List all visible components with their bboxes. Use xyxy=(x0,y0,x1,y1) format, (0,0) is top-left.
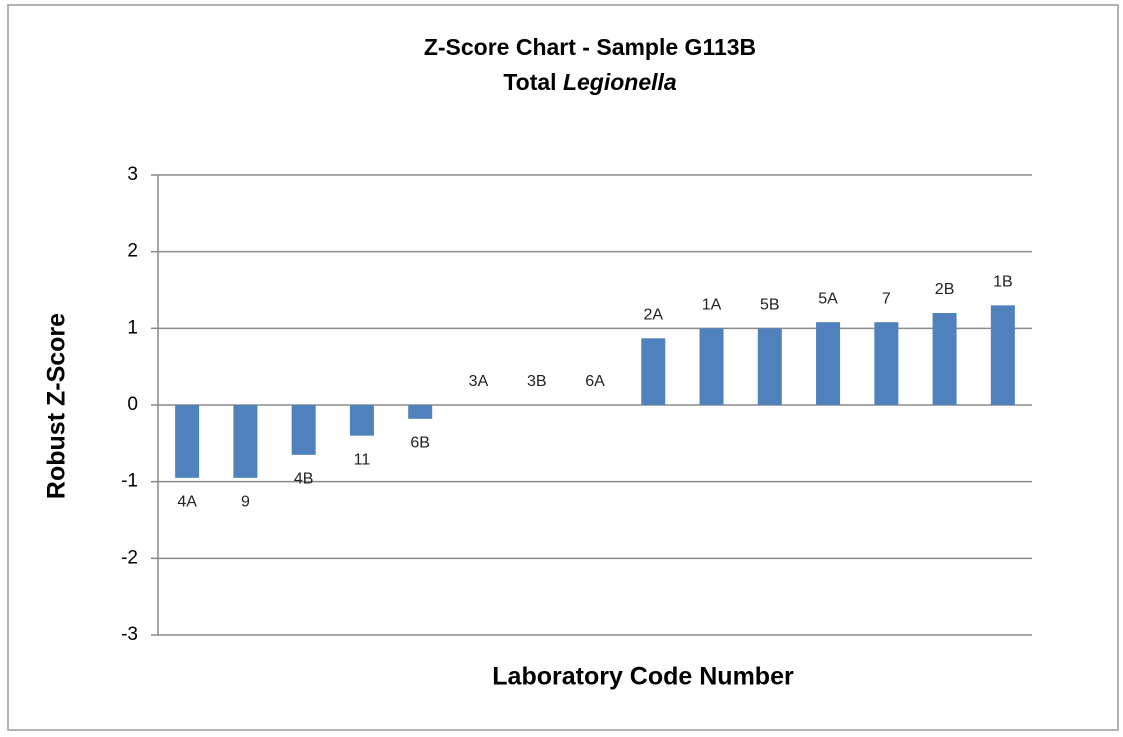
bar-category-label: 4A xyxy=(177,494,197,511)
bar-category-label: 5A xyxy=(818,290,838,307)
bar-category-label: 7 xyxy=(882,290,891,307)
y-tick-label: -2 xyxy=(121,547,138,568)
y-tick-label: 0 xyxy=(127,394,138,415)
bar xyxy=(874,322,899,405)
bar xyxy=(757,328,782,405)
bar-category-label: 4B xyxy=(294,471,314,488)
y-tick-label: -1 xyxy=(121,471,138,492)
bar-category-label: 1B xyxy=(993,274,1013,291)
bar xyxy=(408,405,433,419)
bar xyxy=(175,405,200,478)
bar xyxy=(641,338,666,405)
bar-category-label: 11 xyxy=(354,451,371,468)
chart-subtitle: Total Legionella xyxy=(503,69,677,95)
bar-category-label: 9 xyxy=(241,494,250,511)
bar xyxy=(233,405,258,478)
y-tick-label: 1 xyxy=(127,317,138,338)
x-axis-title: Laboratory Code Number xyxy=(492,663,794,691)
bar-category-label: 6B xyxy=(410,435,430,452)
bar xyxy=(816,322,841,405)
bar-category-label: 2A xyxy=(643,307,663,324)
bar-category-label: 3B xyxy=(527,373,547,390)
chart-title: Z-Score Chart - Sample G113B xyxy=(424,34,756,60)
bar xyxy=(349,405,374,436)
bar-category-label: 1A xyxy=(702,297,722,314)
bar xyxy=(699,328,724,405)
y-tick-label: -3 xyxy=(121,624,138,645)
bar xyxy=(990,305,1015,405)
bar-category-label: 2B xyxy=(935,281,955,298)
y-tick-label: 3 xyxy=(127,164,138,185)
bar xyxy=(291,405,316,455)
bar xyxy=(932,313,957,405)
y-axis-title: Robust Z-Score xyxy=(43,313,71,499)
bar-category-label: 3A xyxy=(469,373,489,390)
bar-category-label: 6A xyxy=(585,373,605,390)
bar-category-label: 5B xyxy=(760,297,780,314)
y-tick-label: 2 xyxy=(127,241,138,262)
